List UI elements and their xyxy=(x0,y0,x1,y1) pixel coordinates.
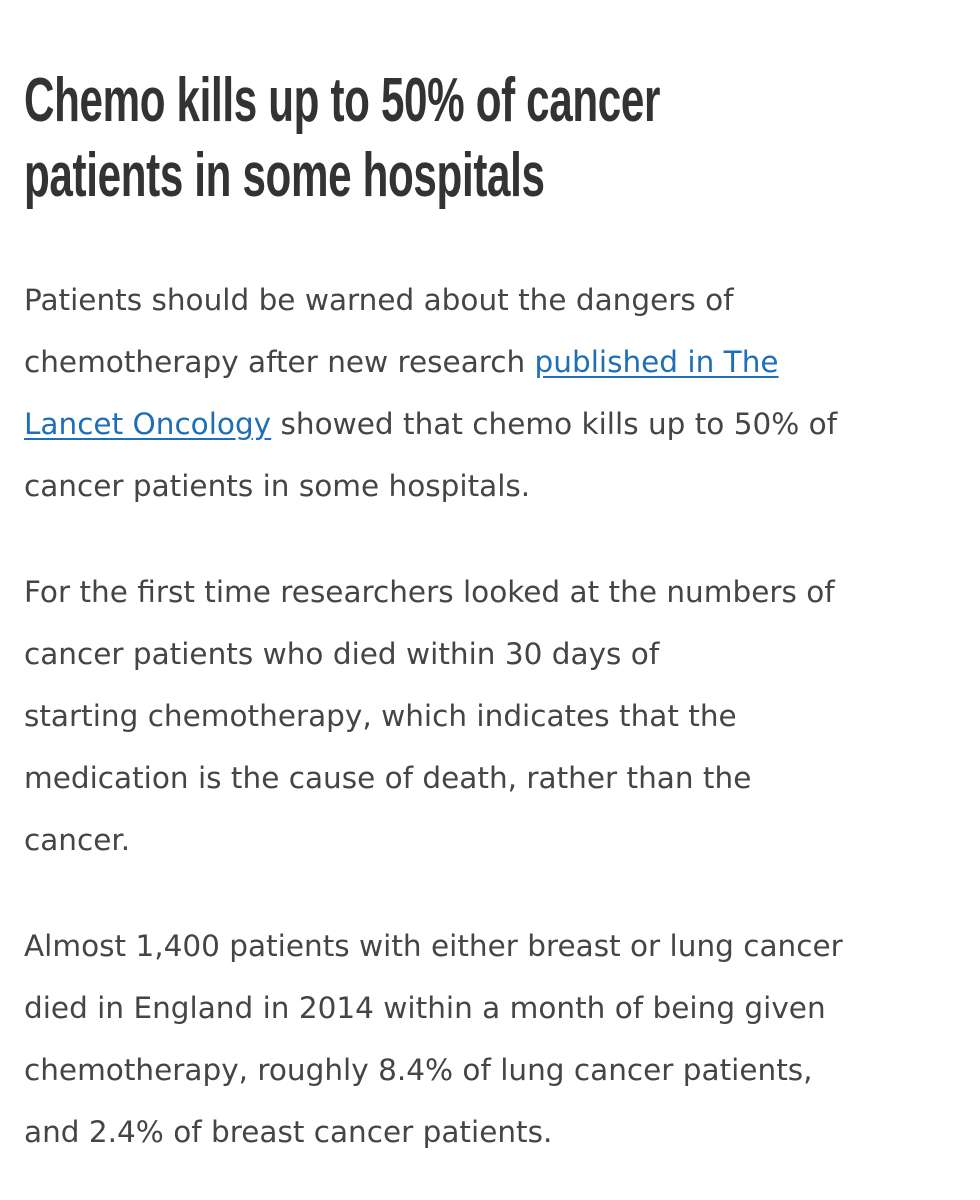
text-line: cancer. xyxy=(24,823,131,857)
text-line: For the first time researchers looked at… xyxy=(24,575,835,609)
text-line: medication is the cause of death, rather… xyxy=(24,761,752,795)
text-line: chemotherapy after new research publishe… xyxy=(24,331,837,393)
text-segment: chemotherapy after new research xyxy=(24,345,535,379)
text-line: and 2.4% of breast cancer patients. xyxy=(24,1115,553,1149)
lancet-oncology-link[interactable]: published in The xyxy=(534,345,779,379)
text-line: cancer patients who died within 30 days … xyxy=(24,637,660,671)
text-segment: showed that chemo kills up to 50% of xyxy=(271,407,838,441)
text-line: chemotherapy, roughly 8.4% of lung cance… xyxy=(24,1053,813,1087)
paragraph-research: For the first time researchers looked at… xyxy=(24,561,835,871)
text-line: Almost 1,400 patients with either breast… xyxy=(24,929,843,963)
text-line: died in England in 2014 within a month o… xyxy=(24,991,826,1025)
paragraph-statistics: Almost 1,400 patients with either breast… xyxy=(24,915,843,1163)
text-line: starting chemotherapy, which indicates t… xyxy=(24,699,737,733)
article-title: Chemo kills up to 50% of cancer patients… xyxy=(24,63,959,213)
text-line: cancer patients in some hospitals. xyxy=(24,469,531,503)
lancet-oncology-link[interactable]: Lancet Oncology xyxy=(24,407,272,441)
text-line: Patients should be warned about the dang… xyxy=(24,283,734,317)
text-line: Lancet Oncology showed that chemo kills … xyxy=(24,393,837,455)
paragraph-intro: Patients should be warned about the dang… xyxy=(24,269,837,517)
title-line: Chemo kills up to 50% of cancer xyxy=(24,66,661,135)
title-line: patients in some hospitals xyxy=(24,141,545,210)
